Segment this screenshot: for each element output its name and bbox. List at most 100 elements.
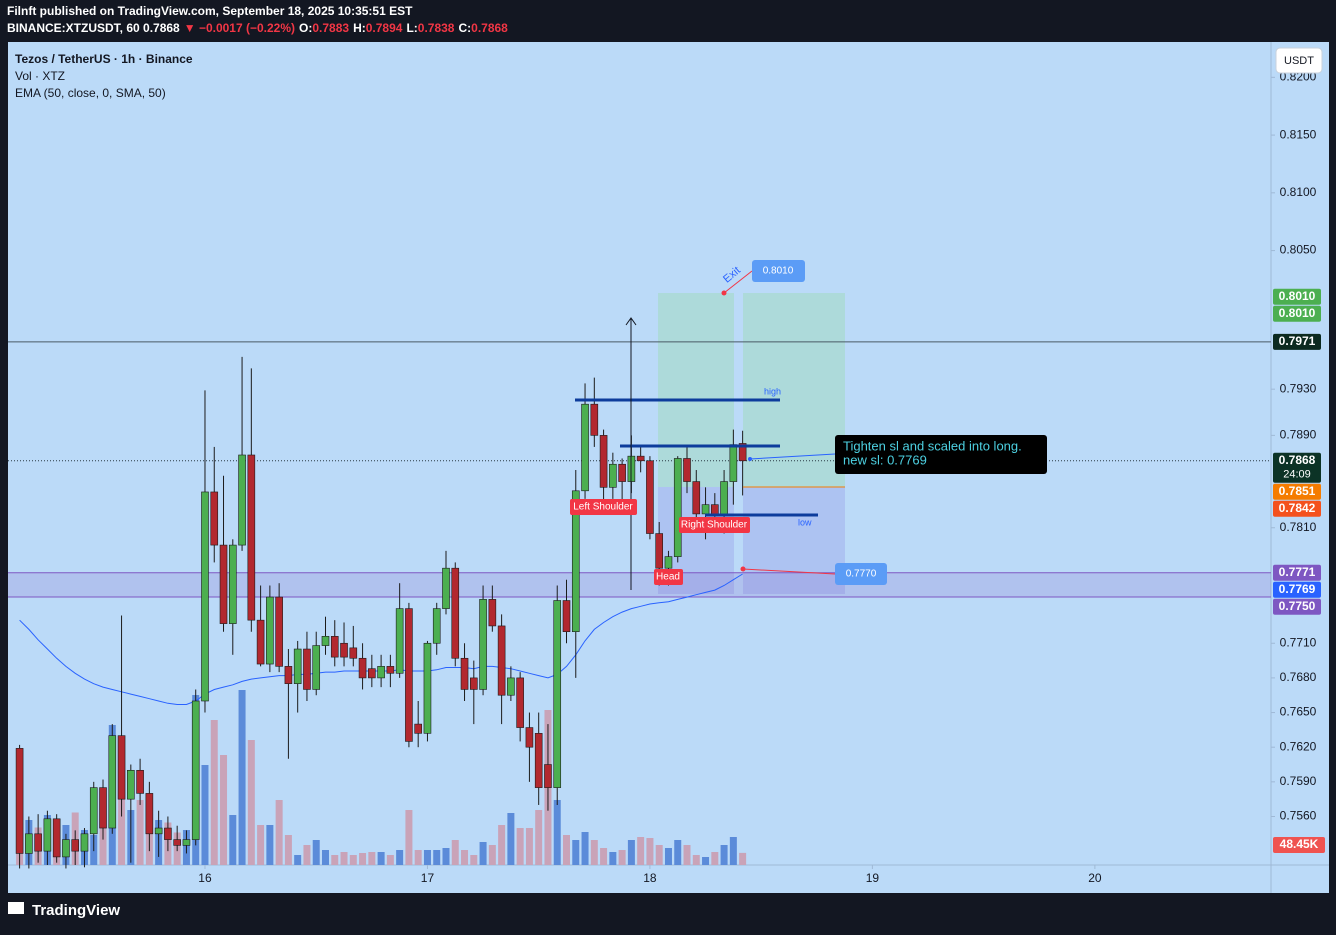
candle-body [673, 458, 682, 557]
volume-bar [442, 848, 450, 865]
price-badge [1273, 483, 1321, 500]
volume-bar [618, 850, 626, 865]
published-line: Filnft published on TradingView.com, Sep… [7, 4, 413, 18]
currency-label: USDT [1284, 55, 1314, 67]
volume-bar [702, 857, 710, 865]
volume-bar [238, 690, 246, 865]
y-tick-label: 0.7930 [1280, 381, 1317, 395]
right-shoulder-tag [679, 517, 750, 533]
ohlc-key: L: [406, 21, 417, 35]
candle-body [275, 596, 283, 667]
candle-body [228, 544, 237, 624]
candle-body [303, 648, 311, 690]
candle-body [312, 645, 321, 690]
y-tick-label: 0.7810 [1280, 520, 1317, 534]
candle-body [321, 636, 330, 646]
candle-body [43, 818, 52, 852]
volume-bar [507, 813, 515, 865]
volume-badge-label: 48.45K [1280, 837, 1319, 851]
volume-bar [627, 840, 635, 865]
sl-price: 0.7770 [846, 569, 877, 580]
volume-bar [488, 845, 496, 865]
candle-body [62, 839, 70, 858]
candle-body [80, 833, 89, 852]
volume-bar [692, 855, 700, 865]
price-badge-label: 0.7842 [1279, 501, 1316, 515]
candle-body [655, 533, 663, 569]
candle-body [99, 787, 107, 829]
candle-body [256, 619, 265, 665]
candle-body [284, 666, 293, 684]
volume-bar [321, 850, 329, 865]
volume-bar [220, 755, 228, 865]
price-badge-label: 0.8010 [1279, 306, 1316, 320]
candle-body [664, 556, 673, 569]
left-shoulder-tag [570, 499, 637, 515]
exit-line [723, 270, 753, 294]
volume-bar [664, 848, 672, 865]
candle-body [599, 435, 608, 488]
legend-ema: EMA (50, close, 0, SMA, 50) [15, 86, 166, 100]
candle-body [720, 481, 728, 515]
candle-body [497, 625, 506, 696]
price-badge [1273, 333, 1321, 350]
candle-body [238, 454, 246, 546]
candle-body [25, 833, 33, 854]
volume-bar [729, 837, 737, 865]
volume-bar [563, 835, 571, 865]
currency-button[interactable] [1275, 47, 1323, 74]
candle-body [145, 793, 154, 835]
volume-bar [294, 855, 302, 865]
volume-bar [590, 840, 598, 865]
volume-bar [349, 855, 357, 865]
volume-bar [368, 852, 376, 865]
candle-body [729, 444, 738, 482]
price-badge [1273, 581, 1321, 598]
price-badge-label: 0.7771 [1279, 565, 1316, 579]
comment-line: new sl: 0.7769 [843, 452, 927, 467]
logo-icon [8, 902, 24, 914]
volume-bar [498, 825, 506, 865]
volume-bar [470, 855, 478, 865]
ohlc-value: 0.7894 [366, 21, 403, 35]
candle-body [525, 727, 534, 748]
candle-body [646, 460, 654, 534]
candle-body [330, 636, 339, 658]
candle-body [507, 677, 515, 696]
high-label: high [764, 386, 781, 396]
candle-body [423, 642, 432, 734]
candle-body [191, 700, 200, 840]
legend-volume: Vol · XTZ [15, 69, 65, 83]
candle-body [562, 600, 571, 633]
x-tick-label: 19 [866, 871, 880, 885]
legend-title: Tezos / TetherUS · 1h · Binance [15, 52, 193, 66]
left-shoulder-label: Left Shoulder [573, 502, 633, 513]
candle-body [89, 787, 98, 835]
volume-bar [479, 842, 487, 865]
ohlc-value: 0.7838 [418, 21, 455, 35]
volume-bar [637, 837, 645, 865]
exit-price-badge [752, 260, 805, 282]
candle-body [571, 490, 580, 633]
candle-body [136, 769, 144, 794]
price-badge [1273, 452, 1321, 483]
volume-bar [386, 855, 394, 865]
ohlc-value: 0.7868 [471, 21, 508, 35]
price-badge [1273, 305, 1321, 322]
price-badge-label: 0.8010 [1279, 289, 1316, 303]
candle-body [127, 769, 135, 800]
candle-body [173, 839, 181, 846]
candle-body [368, 668, 376, 679]
candle-body [451, 567, 460, 659]
drawings: high low Exit 0.8010 0.7770 Tighten sl a… [570, 260, 1047, 590]
stop-zone [743, 487, 845, 594]
volume-bar [572, 840, 580, 865]
exit-price: 0.8010 [763, 266, 794, 277]
sl-price-badge [835, 563, 887, 585]
candle-body [470, 677, 478, 690]
x-tick-label: 20 [1088, 871, 1102, 885]
candle-body [488, 599, 497, 627]
candle-body [460, 657, 469, 690]
volume-bar [423, 850, 431, 865]
price-badge [1273, 598, 1321, 615]
